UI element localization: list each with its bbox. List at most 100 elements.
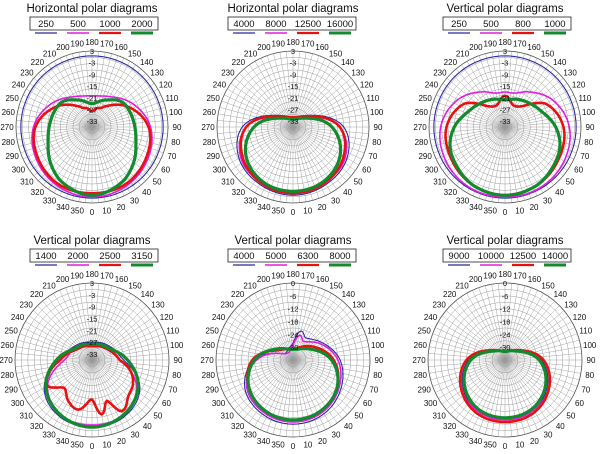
angle-tick-label: 160 [315, 43, 329, 52]
angle-tick-label: 260 [203, 108, 217, 117]
grid-spoke [91, 290, 125, 361]
series-line-250 [433, 55, 577, 199]
angle-tick-label: 90 [374, 123, 383, 132]
grid-spoke [504, 359, 544, 427]
angle-tick-label: 20 [318, 437, 327, 446]
angle-tick-label: 60 [574, 166, 583, 175]
angle-tick-label: 40 [343, 188, 352, 197]
radial-tick-label: -9 [89, 303, 96, 312]
grid-spoke [20, 100, 93, 128]
grid-spoke [430, 359, 506, 381]
grid-spoke [478, 126, 506, 199]
angle-tick-label: 130 [563, 68, 577, 77]
radial-tick-label: -27 [87, 105, 98, 114]
legend-box [29, 16, 159, 31]
radial-tick-label: -27 [87, 338, 98, 347]
angle-tick-label: 150 [541, 49, 555, 58]
angle-tick-label: 300 [11, 399, 25, 408]
polar-chart-2: Horizontal polar diagrams 4000 8000 12500 16… [201, 3, 384, 217]
grid-spoke [472, 290, 506, 361]
angle-tick-label: 270 [0, 356, 13, 365]
angle-tick-label: 310 [19, 411, 33, 420]
grid-spoke [504, 100, 577, 128]
angle-tick-label: 170 [513, 39, 527, 48]
grid-spoke [17, 113, 93, 128]
legend-box [227, 248, 357, 263]
grid-spoke [91, 359, 162, 393]
grid-spoke [16, 126, 93, 134]
grid-spoke [504, 359, 565, 410]
angle-tick-label: 50 [566, 411, 575, 420]
grid-spoke [292, 126, 362, 160]
radial-tick-label: -12 [288, 305, 299, 314]
grid-spoke [17, 339, 93, 361]
grid-spoke [504, 283, 512, 361]
angle-tick-label: 290 [418, 385, 432, 394]
angle-tick-label: 190 [70, 271, 84, 280]
grid-spoke [91, 126, 106, 202]
angle-tick-label: 340 [469, 203, 483, 212]
angle-tick-label: 0 [503, 208, 508, 217]
legend-label: 500 [70, 19, 86, 30]
radial-tick-label: -24 [500, 330, 511, 339]
grid-spoke [504, 359, 575, 393]
grid-spoke [292, 359, 368, 381]
radial-tick-label: -12 [500, 305, 511, 314]
grid-spoke [438, 321, 506, 361]
angle-tick-label: 240 [425, 81, 439, 90]
grid-spoke [504, 321, 572, 361]
angle-tick-label: 80 [584, 138, 593, 147]
grid-spoke [15, 353, 93, 361]
grid-spoke [504, 61, 544, 128]
angle-tick-label: 330 [43, 197, 57, 206]
grid-spoke [91, 359, 165, 387]
angle-tick-label: 90 [174, 356, 183, 365]
grid-spoke [504, 359, 560, 415]
legend: 4000 8000 12500 16000 [227, 16, 357, 35]
angle-tick-label: 180 [286, 270, 300, 279]
angle-tick-label: 220 [232, 58, 246, 67]
angle-tick-label: 340 [56, 437, 70, 446]
legend-label: 12500 [510, 251, 536, 262]
series-line-1400 [43, 341, 141, 428]
grid-spoke [217, 120, 294, 128]
angle-tick-label: 120 [361, 313, 375, 322]
angle-tick-label: 10 [515, 441, 524, 450]
angle-tick-label: 100 [582, 108, 596, 117]
grid-spoke [466, 293, 506, 361]
radial-tick-label: 3 [503, 47, 507, 56]
grid-spoke [485, 126, 506, 201]
radial-tick-label: 0 [503, 279, 507, 288]
grid-spoke [91, 126, 142, 186]
angle-tick-label: 70 [369, 385, 378, 394]
angle-tick-label: 310 [20, 178, 34, 187]
grid-spoke [266, 359, 294, 433]
radial-tick-label: -3 [290, 59, 297, 68]
grid-spoke [229, 359, 294, 405]
grid-spoke [292, 346, 369, 361]
angle-tick-label: 100 [371, 341, 385, 350]
grid-spoke [32, 310, 93, 361]
angle-tick-label: 260 [415, 108, 429, 117]
angle-tick-label: 40 [142, 188, 151, 197]
grid-spoke [504, 73, 559, 128]
grid-spoke [504, 55, 532, 128]
grid-spoke [91, 333, 165, 361]
grid-spoke [292, 359, 369, 374]
grid-spoke [504, 333, 578, 361]
grid-spoke [91, 113, 167, 128]
angle-tick-label: 110 [578, 94, 591, 103]
grid-spoke [91, 359, 152, 410]
grid-spoke [91, 359, 106, 436]
grid-spoke [504, 126, 549, 190]
angle-tick-label: 70 [167, 152, 176, 161]
angle-tick-label: 220 [31, 58, 45, 67]
grid-spoke [472, 126, 506, 196]
grid-spoke [72, 53, 93, 128]
radial-tick-label: 3 [90, 47, 94, 56]
legend-box [442, 16, 572, 31]
angle-tick-label: 160 [528, 275, 542, 284]
legend: 9000 10000 12500 14000 [442, 248, 572, 267]
angle-tick-label: 60 [363, 399, 372, 408]
grid-spoke [484, 285, 506, 361]
